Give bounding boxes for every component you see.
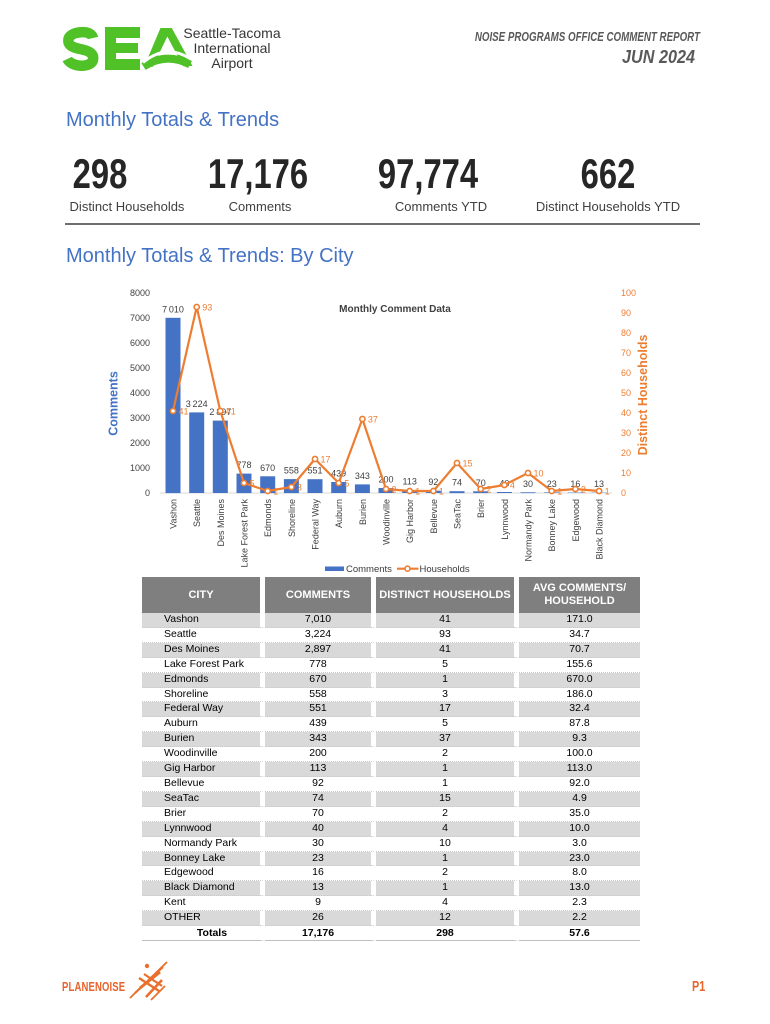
svg-text:Shoreline: Shoreline [287,499,297,537]
svg-text:670: 670 [260,463,275,473]
svg-text:558: 558 [284,466,299,476]
svg-text:Woodinville: Woodinville [382,499,392,545]
svg-text:15: 15 [463,459,473,469]
svg-text:3000: 3000 [130,413,150,423]
svg-text:Federal Way: Federal Way [311,499,321,550]
svg-text:Normandy Park: Normandy Park [524,499,534,562]
svg-text:10: 10 [621,468,631,478]
svg-text:5: 5 [344,479,349,489]
svg-text:0: 0 [145,488,150,498]
svg-text:1: 1 [415,487,420,497]
svg-text:Black Diamond: Black Diamond [595,499,605,560]
svg-text:16: 16 [570,479,580,489]
svg-text:41: 41 [226,407,236,417]
svg-text:5: 5 [250,479,255,489]
svg-text:7000: 7000 [130,313,150,323]
svg-text:343: 343 [355,471,370,481]
svg-text:23: 23 [547,479,557,489]
svg-text:37: 37 [368,415,378,425]
svg-text:Burien: Burien [358,499,368,525]
svg-text:113: 113 [403,477,417,487]
svg-text:Edgewood: Edgewood [571,499,581,542]
svg-text:Des Moines: Des Moines [216,499,226,547]
svg-text:100: 100 [621,288,636,298]
svg-text:200: 200 [379,475,394,485]
svg-text:Airport: Airport [211,55,252,71]
svg-text:6000: 6000 [130,338,150,348]
svg-text:41: 41 [179,407,189,417]
svg-text:60: 60 [621,368,631,378]
svg-text:Lynnwood: Lynnwood [500,499,510,540]
svg-text:Comments: Comments [107,371,121,436]
svg-text:70: 70 [476,478,486,488]
svg-text:Seattle: Seattle [192,499,202,527]
svg-text:Brier: Brier [476,499,486,518]
svg-text:Seattle-Tacoma: Seattle-Tacoma [183,25,280,41]
svg-text:SeaTac: SeaTac [453,499,463,530]
svg-text:3 224: 3 224 [186,399,208,409]
svg-text:Comments: Comments [346,564,392,575]
svg-text:1: 1 [273,487,278,497]
svg-text:1: 1 [439,487,444,497]
svg-text:90: 90 [621,308,631,318]
svg-text:0: 0 [621,488,626,498]
svg-text:3: 3 [297,483,302,493]
svg-text:4: 4 [510,481,515,491]
svg-text:50: 50 [621,388,631,398]
svg-text:13: 13 [594,479,604,489]
svg-text:Auburn: Auburn [334,499,344,528]
svg-text:Vashon: Vashon [169,499,179,529]
svg-text:30: 30 [621,428,631,438]
svg-text:Edmonds: Edmonds [263,499,273,538]
svg-text:Gig Harbor: Gig Harbor [405,499,415,543]
svg-text:20: 20 [621,448,631,458]
svg-text:30: 30 [523,479,533,489]
svg-text:93: 93 [202,303,212,313]
svg-text:2000: 2000 [130,438,150,448]
svg-text:70: 70 [621,348,631,358]
svg-text:40: 40 [621,408,631,418]
svg-text:4000: 4000 [130,388,150,398]
svg-text:7 010: 7 010 [162,304,184,314]
svg-text:Lake Forest Park: Lake Forest Park [240,499,250,568]
svg-text:Monthly Comment Data: Monthly Comment Data [339,304,451,315]
svg-text:2: 2 [581,485,586,495]
svg-text:92: 92 [428,477,438,487]
svg-text:10: 10 [534,469,544,479]
svg-text:Households: Households [420,564,470,575]
svg-text:1000: 1000 [130,463,150,473]
svg-text:8000: 8000 [130,288,150,298]
svg-text:439: 439 [331,469,346,479]
svg-text:Bellevue: Bellevue [429,499,439,534]
svg-text:74: 74 [452,478,462,488]
svg-text:2: 2 [486,485,491,495]
svg-text:1: 1 [557,487,562,497]
svg-text:778: 778 [236,460,251,470]
svg-text:5000: 5000 [130,363,150,373]
svg-text:551: 551 [308,466,323,476]
svg-text:80: 80 [621,328,631,338]
svg-text:Distinct Households: Distinct Households [636,335,650,456]
svg-text:17: 17 [321,455,331,465]
svg-text:Bonney Lake: Bonney Lake [547,499,557,552]
svg-text:International: International [193,40,270,56]
svg-text:2: 2 [392,485,397,495]
svg-text:1: 1 [605,487,610,497]
